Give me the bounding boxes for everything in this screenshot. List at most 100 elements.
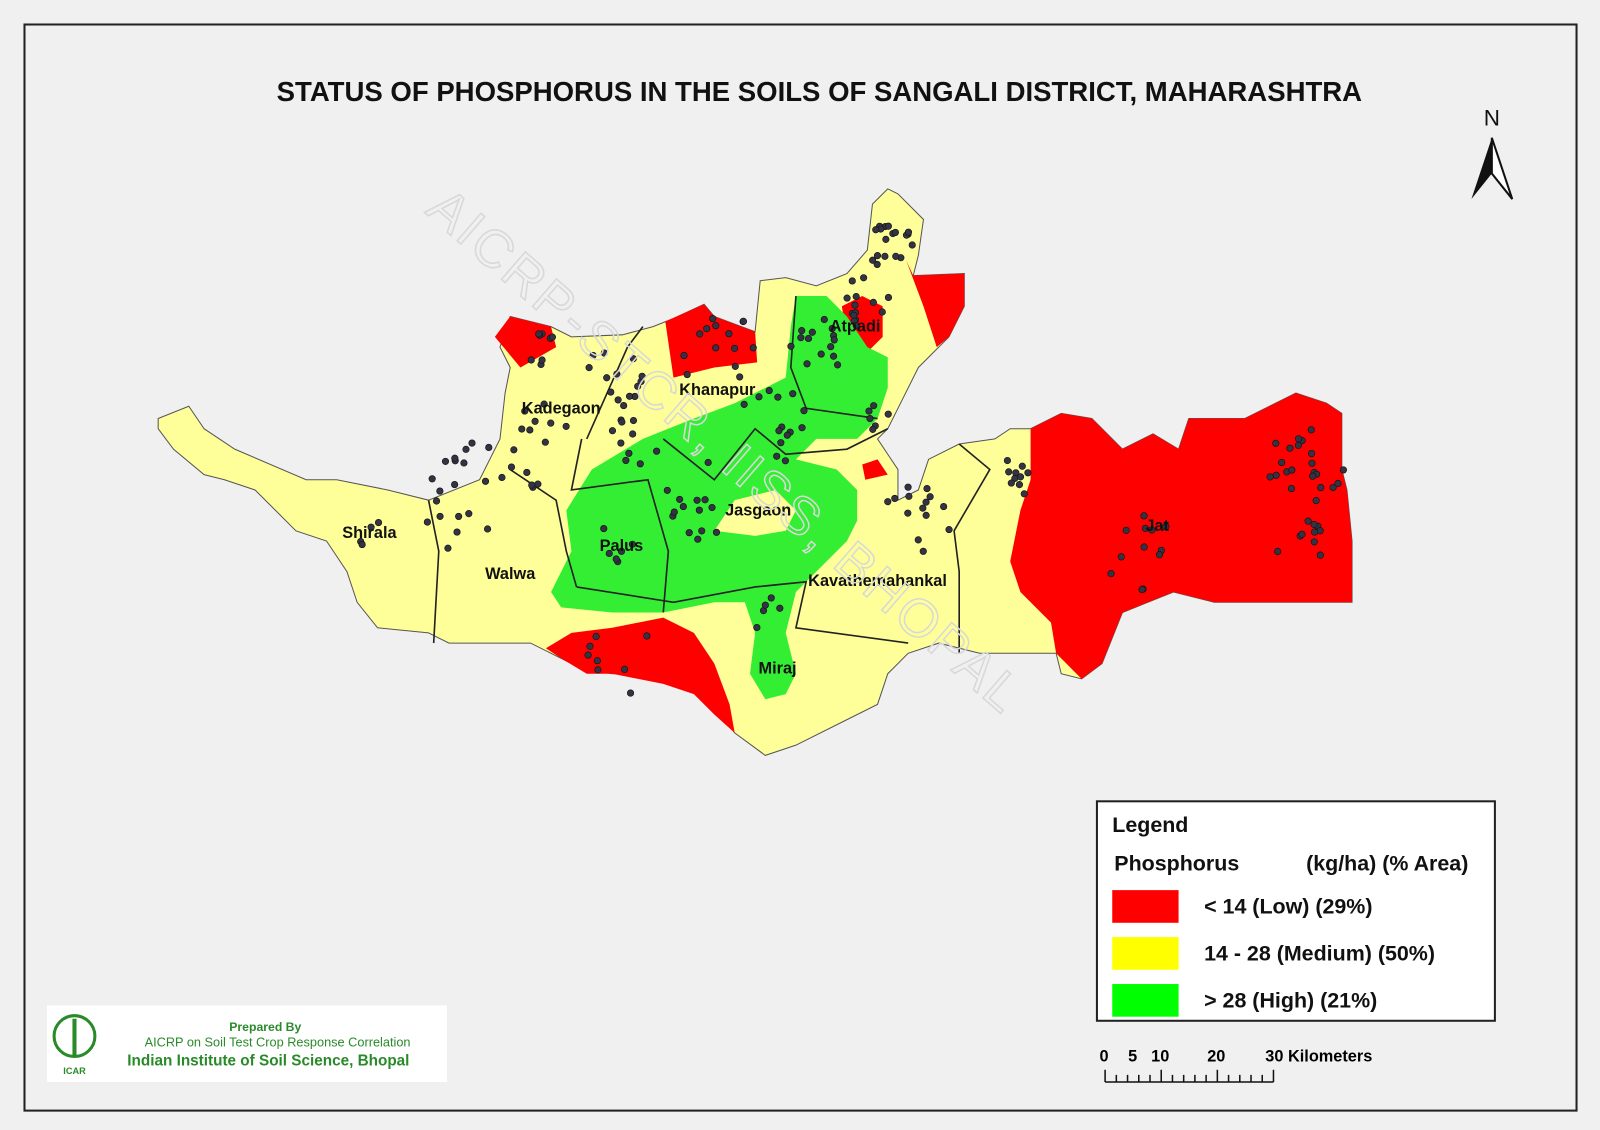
sample-point [922,511,930,519]
boundary [789,295,878,420]
sample-point [451,454,459,462]
sample-point [1334,479,1342,488]
sample-point [523,468,531,477]
sample-point [1117,553,1125,561]
sample-point [521,407,529,415]
sample-point [1018,462,1026,470]
legend-title: Legend [1112,813,1188,837]
sample-point [712,528,721,536]
legend-entries: < 14 (Low) (29%) 14 - 28 (Medium) (50%) > … [1112,890,1435,1017]
sample-point [527,356,535,364]
sample-point [698,527,706,535]
sample-point [423,518,431,526]
district-label: Miraj [759,660,797,678]
sample-point [614,396,622,404]
sample-point [803,360,811,368]
zone-low-east-small [862,459,888,480]
sample-point [1138,585,1146,594]
sample-point [593,657,601,665]
sample-point [594,666,602,674]
sample-point [685,529,693,537]
sample-point [628,540,636,548]
sample-point [919,547,927,555]
district-label: Palus [600,537,644,555]
sample-point [680,351,688,360]
sample-point [873,252,882,260]
sample-point [878,308,886,316]
sample-point [708,503,716,512]
sample-point [608,427,617,435]
sample-point [432,497,441,505]
sample-point [1329,483,1337,492]
sample-point [526,426,534,434]
sample-point [1294,441,1302,449]
sample-point [436,512,444,520]
sample-point [908,241,916,249]
sample-point [1007,479,1015,487]
legend-parameter: Phosphorus [1114,852,1239,876]
sample-point [774,393,782,401]
sample-point [625,449,633,457]
sample-point [704,458,712,467]
sample-point [904,509,912,517]
scale-bar: 0 5 10 20 30 Kilometers [1100,1048,1372,1083]
scale-label: 10 [1151,1048,1169,1066]
sample-point [817,350,825,358]
sample-point [694,535,702,543]
sample-point [1272,439,1280,447]
sample-point [485,443,493,452]
boundary [570,438,670,613]
sample-point [367,523,375,531]
sample-point [1298,530,1306,538]
district-label: Jasgaon [725,501,791,519]
sample-point [1266,473,1274,481]
zone-low-khanapur [665,304,758,378]
sample-point [1312,497,1320,505]
sample-point [833,361,842,369]
sample-point [1317,484,1325,492]
credit-line: Indian Institute of Soil Science, Bhopal [127,1053,409,1070]
sample-point [773,452,781,460]
sample-point [634,382,642,390]
sample-point [866,414,874,423]
sample-point [1310,528,1319,536]
sample-point [725,330,733,338]
sample-point [776,604,784,612]
district-labels: Atpadi Khanapur Kadegaon Jasgaon Shirala… [342,318,1169,678]
sample-point [696,330,704,338]
sample-point [797,334,805,342]
sample-point [761,601,769,609]
sample-point [882,235,890,243]
sample-point [940,503,948,511]
sample-point [603,374,611,382]
sample-point [1286,444,1294,452]
sample-point [848,277,856,285]
sample-point [830,336,838,344]
sample-point [629,355,637,363]
sample-point [1310,520,1318,529]
sample-point [428,475,436,483]
district-label: Shirala [342,524,397,542]
sample-point [468,439,476,447]
sample-point [1122,526,1130,534]
north-label: N [1484,106,1500,131]
sample-point [605,549,613,558]
sample-point [1310,538,1318,546]
sample-point [1308,459,1316,467]
sample-point [891,494,899,502]
sample-point [663,486,671,494]
sample-point [1272,471,1280,479]
sample-point [905,492,913,500]
north-arrow-right [1490,137,1514,200]
legend-swatch [1112,984,1179,1017]
sample-point [843,294,851,302]
sample-point [798,327,806,335]
sample-point [1016,473,1025,481]
sample-point [510,446,518,454]
sample-point [869,256,877,264]
sample-point [701,496,709,504]
sample-point [629,430,637,438]
sample-point [783,431,791,439]
sample-point [607,388,615,396]
district-label: Kadegaon [522,399,601,417]
